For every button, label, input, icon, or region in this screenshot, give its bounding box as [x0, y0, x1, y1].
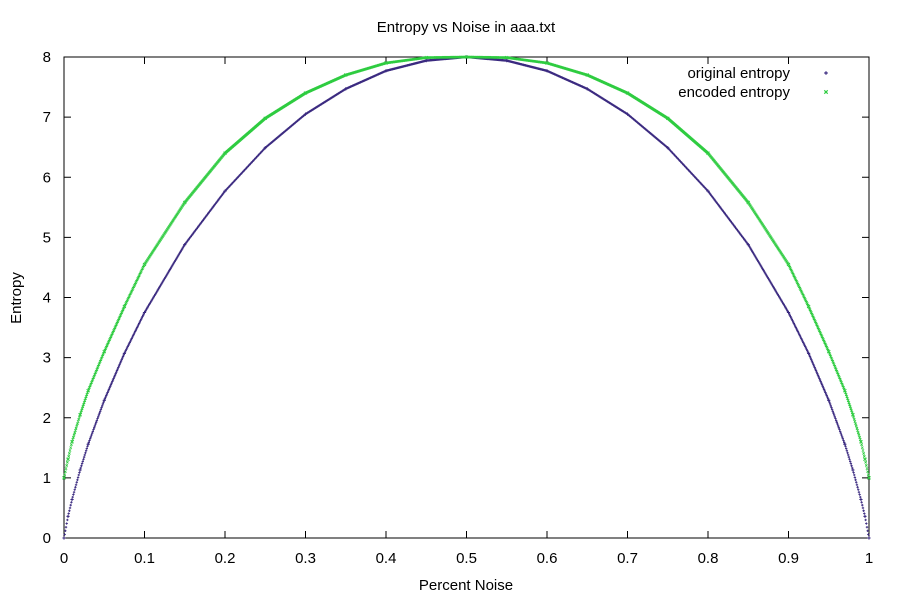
data-point: [625, 91, 630, 95]
y-tick-label: 2: [43, 410, 51, 427]
data-point: [424, 59, 428, 63]
x-tick-label: 0.3: [295, 550, 316, 567]
y-tick-label: 3: [43, 350, 51, 367]
chart-title: Entropy vs Noise in aaa.txt: [377, 19, 556, 36]
data-point: [78, 412, 82, 417]
series-original-entropy: [62, 55, 871, 540]
data-point: [102, 398, 106, 402]
data-point: [62, 536, 66, 540]
data-point: [842, 388, 847, 393]
data-point: [851, 468, 855, 472]
data-point: [102, 349, 107, 354]
series-encoded-entropy: [62, 55, 871, 480]
data-point: [545, 61, 549, 65]
data-point: [62, 476, 66, 480]
data-point: [142, 310, 147, 315]
data-point: [746, 200, 751, 205]
data-point: [505, 59, 509, 63]
data-point: [867, 476, 871, 480]
plot-frame: [63, 56, 870, 539]
data-point: [86, 442, 90, 446]
data-point: [806, 304, 811, 309]
data-point: [786, 310, 791, 315]
data-point: [504, 55, 509, 60]
data-point: [625, 112, 630, 116]
y-tick-label: 4: [43, 290, 51, 307]
ticks: 0 0.1 0.2 0.3 0.4 0.5 0.6 0.7 0.8 0.9 1 0 1 2 3 4 5 6 7 8: [43, 49, 874, 567]
legend-label-original: original entropy: [687, 65, 790, 82]
legend-cross-marker: [823, 89, 829, 95]
x-tick-label: 0.1: [134, 550, 155, 567]
y-axis-label: Entropy: [8, 272, 25, 324]
data-point: [66, 514, 70, 518]
data-point: [843, 442, 847, 446]
y-tick-label: 5: [43, 229, 51, 246]
data-point: [86, 388, 91, 393]
legend: original entropy encoded entropy: [678, 65, 829, 101]
data-point: [827, 398, 831, 402]
data-point: [263, 116, 268, 121]
x-axis-label: Percent Noise: [419, 577, 513, 594]
x-tick-label: 0.7: [617, 550, 638, 567]
data-point: [585, 87, 589, 91]
series-markers: [62, 55, 871, 480]
data-point: [706, 151, 710, 156]
series-markers: [62, 55, 871, 540]
data-point: [78, 468, 82, 472]
legend-marker-original: [824, 71, 828, 75]
y-tick-label: 8: [43, 49, 51, 66]
data-point: [263, 146, 267, 150]
data-point: [70, 439, 74, 444]
y-tick-label: 0: [43, 530, 51, 547]
data-point: [384, 61, 388, 65]
data-point: [142, 262, 147, 267]
data-point: [859, 497, 863, 502]
data-point: [863, 457, 867, 462]
series-layer: [62, 55, 871, 540]
legend-plus-marker: [824, 71, 828, 75]
x-tick-label: 0.8: [698, 550, 719, 567]
data-point: [786, 262, 791, 267]
data-point: [343, 73, 348, 77]
x-tick-label: 0.6: [537, 550, 558, 567]
data-point: [303, 112, 308, 116]
data-point: [182, 200, 187, 205]
y-tick-label: 6: [43, 169, 51, 186]
data-point: [859, 439, 863, 444]
data-point: [384, 69, 388, 73]
data-point: [665, 116, 670, 121]
data-point: [706, 189, 710, 193]
data-point: [223, 151, 227, 156]
data-point: [424, 55, 429, 60]
legend-label-encoded: encoded entropy: [678, 84, 790, 101]
x-tick-label: 1: [865, 550, 873, 567]
data-point: [66, 457, 70, 462]
x-tick-label: 0.9: [778, 550, 799, 567]
data-point: [746, 242, 750, 247]
data-point: [867, 536, 871, 540]
x-tick-label: 0.2: [215, 550, 236, 567]
data-point: [122, 351, 126, 356]
data-point: [807, 351, 811, 356]
data-point: [863, 514, 867, 518]
data-point: [464, 55, 469, 59]
data-point: [826, 349, 831, 354]
x-tick-label: 0.4: [376, 550, 397, 567]
y-tick-label: 1: [43, 470, 51, 487]
data-point: [545, 69, 549, 73]
data-point: [70, 497, 74, 502]
data-point: [666, 146, 670, 150]
data-point: [344, 87, 348, 91]
data-point: [183, 242, 187, 247]
x-tick-label: 0.5: [456, 550, 477, 567]
x-tick-label: 0: [60, 550, 68, 567]
data-point: [585, 73, 590, 77]
data-point: [223, 189, 227, 193]
legend-marker-encoded: [823, 89, 829, 95]
data-point: [851, 412, 855, 417]
data-point: [122, 304, 127, 309]
data-point: [303, 91, 308, 95]
y-tick-label: 7: [43, 109, 51, 126]
